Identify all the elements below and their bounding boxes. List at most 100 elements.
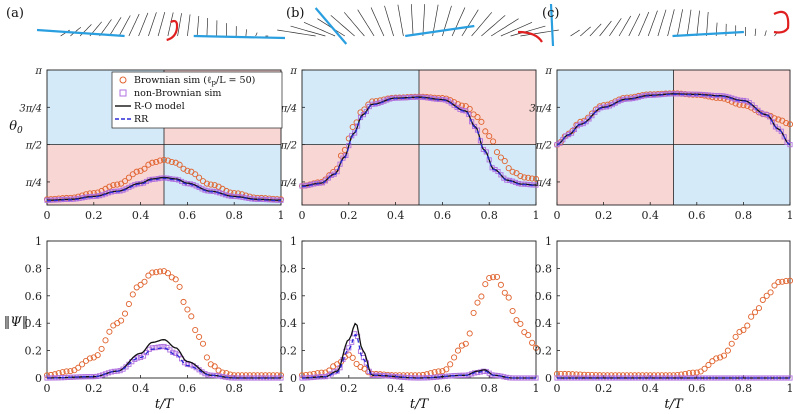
brownian-point xyxy=(207,181,214,188)
filament-strand xyxy=(157,12,166,37)
y-tick-label: 0.8 xyxy=(280,262,298,275)
brownian-point xyxy=(439,368,446,375)
nonbrownian-point xyxy=(381,98,387,104)
x-tick-label: 0 xyxy=(44,382,51,395)
nonbrownian-point xyxy=(752,105,758,111)
x-tick-label: 0.4 xyxy=(641,209,659,222)
y-tick-label: 0.4 xyxy=(280,317,298,330)
panel-label: (a) xyxy=(6,6,24,21)
legend-brownian-label: Brownian sim (ℓp/L = 50) xyxy=(134,75,255,87)
brownian-point xyxy=(121,310,129,317)
brownian-point xyxy=(525,332,532,339)
brownian-point xyxy=(67,368,74,375)
brownian-point xyxy=(149,159,156,166)
brownian-point xyxy=(553,370,561,377)
y-axis-label: θ0 xyxy=(9,119,23,136)
nonbrownian-point xyxy=(349,339,355,345)
brownian-point xyxy=(513,317,520,324)
brownian-point xyxy=(474,114,481,121)
filament-strand xyxy=(764,30,767,37)
nonbrownian-point xyxy=(135,355,141,361)
quadrant-shade xyxy=(419,144,536,205)
brownian-point xyxy=(755,305,762,312)
nonbrownian-point xyxy=(563,133,569,139)
quadrant-shade xyxy=(302,144,419,205)
filament-strand xyxy=(451,7,466,37)
y-axis-label-sub: 0 xyxy=(17,126,23,136)
chart-theta-2: 0 0.2 0.4 0.6 0.8 1 π/4 π/2 3π/4 π xyxy=(529,66,793,222)
nonbrownian-point xyxy=(778,128,784,134)
legend-brownian-sub: p xyxy=(212,79,217,87)
brownian-point xyxy=(689,369,696,376)
nonbrownian-point xyxy=(155,344,161,350)
filament-sketch-2 xyxy=(549,3,790,47)
brownian-point xyxy=(137,281,144,288)
filament-blue-strand xyxy=(672,30,744,38)
brownian-point xyxy=(600,102,607,109)
brownian-point xyxy=(705,361,712,369)
brownian-point xyxy=(106,183,113,190)
brownian-point xyxy=(501,289,508,296)
nonbrownian-point xyxy=(787,142,793,148)
filament-strand xyxy=(432,4,439,37)
brownian-point xyxy=(102,337,109,344)
nonbrownian-point xyxy=(325,175,331,181)
brownian-point xyxy=(106,328,113,335)
brownian-point xyxy=(732,333,739,340)
y-tick-label: 0.8 xyxy=(25,262,43,275)
filament-strand xyxy=(128,13,140,37)
brownian-point xyxy=(380,371,387,378)
brownian-point xyxy=(783,119,790,127)
nonbrownian-point xyxy=(574,123,580,129)
nonbrownian-point xyxy=(161,343,167,350)
y-tick-label: 0 xyxy=(545,372,552,385)
brownian-point xyxy=(493,149,501,156)
brownian-point xyxy=(277,196,285,203)
nonbrownian-point xyxy=(322,178,328,184)
chart-psi-0: 0 0.2 0.4 0.6 0.8 1 0 0.2 0.4 0.6 0.8 1 t/T ‖Ψ‖ xyxy=(4,235,285,412)
x-tick-label: 0.8 xyxy=(480,382,498,395)
legend-nonbrownian-label: non-Brownian sim xyxy=(134,88,221,99)
nonbrownian-point xyxy=(569,130,575,136)
nonbrownian-point xyxy=(589,113,595,119)
y-tick-label: π/2 xyxy=(25,141,42,152)
y-tick-label: π xyxy=(544,66,552,77)
x-tick-label: 1 xyxy=(533,209,540,222)
brownian-point xyxy=(211,182,218,189)
nonbrownian-point xyxy=(337,161,343,167)
filament-red-strand xyxy=(517,30,543,43)
brownian-point xyxy=(775,116,782,123)
x-tick-label: 0.8 xyxy=(225,209,243,222)
brownian-point xyxy=(164,270,171,277)
filament-blue-strand xyxy=(405,24,475,38)
brownian-point xyxy=(43,196,51,203)
brownian-point xyxy=(160,156,168,163)
y-tick-label: 0.8 xyxy=(535,262,553,275)
brownian-point xyxy=(490,138,497,145)
filament-strand xyxy=(167,12,174,37)
y-tick-label: 0.6 xyxy=(25,290,43,303)
filament-strand xyxy=(148,12,157,37)
chart-psi-1: 0 0.2 0.4 0.6 0.8 100.20.40.60.81t/T xyxy=(280,235,540,412)
brownian-point xyxy=(682,370,689,377)
x-tick-label: 0 xyxy=(299,209,306,222)
brownian-point xyxy=(168,158,175,166)
quadrant-shade xyxy=(557,70,674,145)
filament-strand xyxy=(343,12,365,37)
brownian-point xyxy=(521,329,528,336)
nonbrownian-point xyxy=(181,360,188,366)
brownian-point xyxy=(497,281,504,288)
brownian-point xyxy=(75,364,82,371)
brownian-point xyxy=(231,190,238,197)
x-tick-label: 0 xyxy=(554,382,561,395)
brownian-point xyxy=(759,296,766,303)
brownian-point xyxy=(435,368,442,375)
brownian-point xyxy=(458,342,465,349)
brownian-point xyxy=(141,165,148,172)
nonbrownian-point xyxy=(328,172,334,178)
brownian-point xyxy=(90,190,97,197)
brownian-point xyxy=(451,354,458,361)
nonbrownian-point xyxy=(781,134,787,140)
filament-strand xyxy=(471,12,493,37)
nonbrownian-point xyxy=(363,108,369,115)
